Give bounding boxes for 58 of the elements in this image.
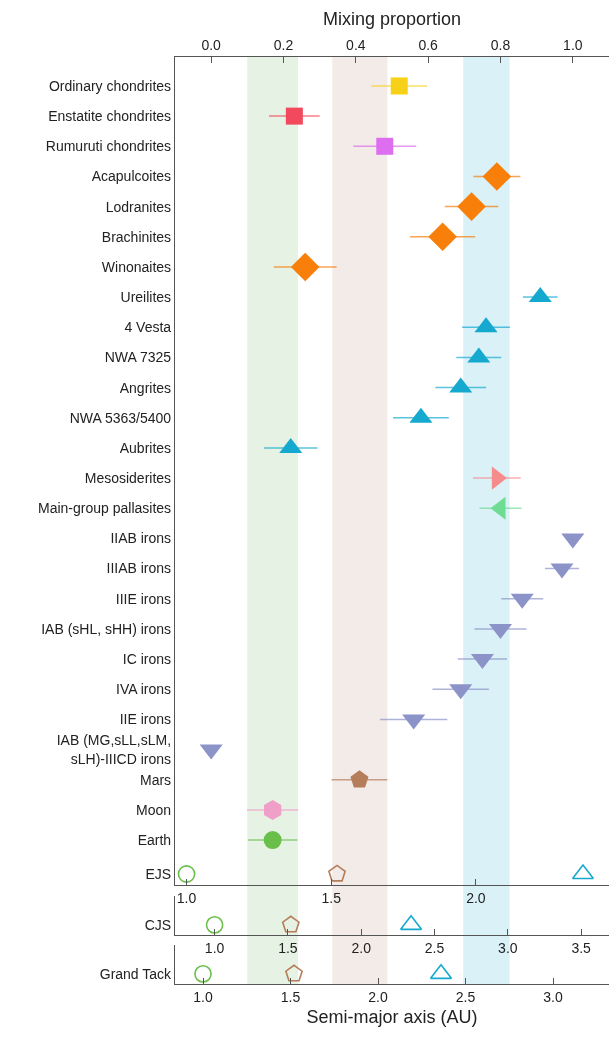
x-tick-label: 1.0 <box>193 988 213 1005</box>
point <box>482 162 512 191</box>
point <box>390 77 408 95</box>
y-tick-label: Mars <box>139 771 172 788</box>
y-tick-label: Acapulcoites <box>91 168 172 185</box>
point <box>428 222 457 252</box>
point <box>457 192 486 221</box>
y-tick-label: IC irons <box>122 650 172 667</box>
x-tick-label: 3.5 <box>571 939 592 956</box>
y-tick-label: Angrites <box>119 379 172 396</box>
y-tick-label: 4 Vesta <box>124 319 172 336</box>
x-tick-label: 1.5 <box>280 988 301 1005</box>
y-tick-label: Aubrites <box>119 439 172 456</box>
y-tick-label: IIE irons <box>119 711 172 728</box>
y-tick-label: Winonaites <box>101 258 172 275</box>
y-tick-label: Ureilites <box>120 289 172 306</box>
x-axis-title: Semi-major axis (AU) <box>306 1007 478 1027</box>
x-tick-label: 0.6 <box>418 37 439 54</box>
y-tick-label: Main-group pallasites <box>38 500 172 517</box>
y-tick-label: NWA 7325 <box>104 349 172 366</box>
y-tick-label: CJS <box>144 916 172 933</box>
x-tick-label: 0.8 <box>490 37 511 54</box>
x-tick-label: 3.0 <box>543 988 563 1005</box>
point <box>290 252 320 282</box>
y-tick-label: Lodranites <box>105 198 172 215</box>
y-tick-label: IAB (sHL, sHH) irons <box>41 620 172 637</box>
x-tick-label: 1.5 <box>278 939 298 956</box>
y-tick-label: Moon <box>136 801 172 818</box>
x-tick-label: 2.0 <box>351 939 372 956</box>
x-tick-label: 1.5 <box>321 889 342 906</box>
x-tick-label: 3.0 <box>498 939 518 956</box>
x-tick-label: 0.2 <box>273 37 294 54</box>
y-tick-label: Rumuruti chondrites <box>45 138 172 155</box>
y-tick-label: Grand Tack <box>99 965 173 982</box>
x-tick-label: 0.0 <box>201 37 222 54</box>
y-tick-label: Brachinites <box>101 228 172 245</box>
y-tick-label: Earth <box>137 831 172 848</box>
y-tick-label: IIIAB irons <box>106 560 172 577</box>
y-tick-label: EJS <box>145 865 172 882</box>
y-tick-label: Enstatite chondrites <box>48 108 172 125</box>
x-tick-label: 1.0 <box>204 939 225 956</box>
y-tick-label: NWA 5363/5400 <box>69 409 172 426</box>
y-tick-label: Mesosiderites <box>84 469 172 486</box>
x-tick-label: 2.0 <box>368 988 388 1005</box>
x-tick-label: 1.0 <box>563 37 583 54</box>
x-tick-label: 2.0 <box>466 889 486 906</box>
point <box>285 107 303 125</box>
y-tick-label: IIIE irons <box>115 590 172 607</box>
y-tick-label: IAB (MG,sLL,sLM, sLH)-IIICD irons <box>56 732 172 767</box>
x-tick-label: 2.5 <box>424 939 445 956</box>
y-tick-label: Ordinary chondrites <box>48 77 172 94</box>
x-axis-title: Mixing proportion <box>322 9 462 30</box>
x-tick-label: 1.0 <box>176 889 197 906</box>
x-tick-label: 2.5 <box>455 988 476 1005</box>
point <box>376 137 394 155</box>
x-tick-label: 0.4 <box>346 37 366 54</box>
y-tick-label: IIAB irons <box>110 530 172 547</box>
y-tick-label: IVA irons <box>116 681 172 698</box>
